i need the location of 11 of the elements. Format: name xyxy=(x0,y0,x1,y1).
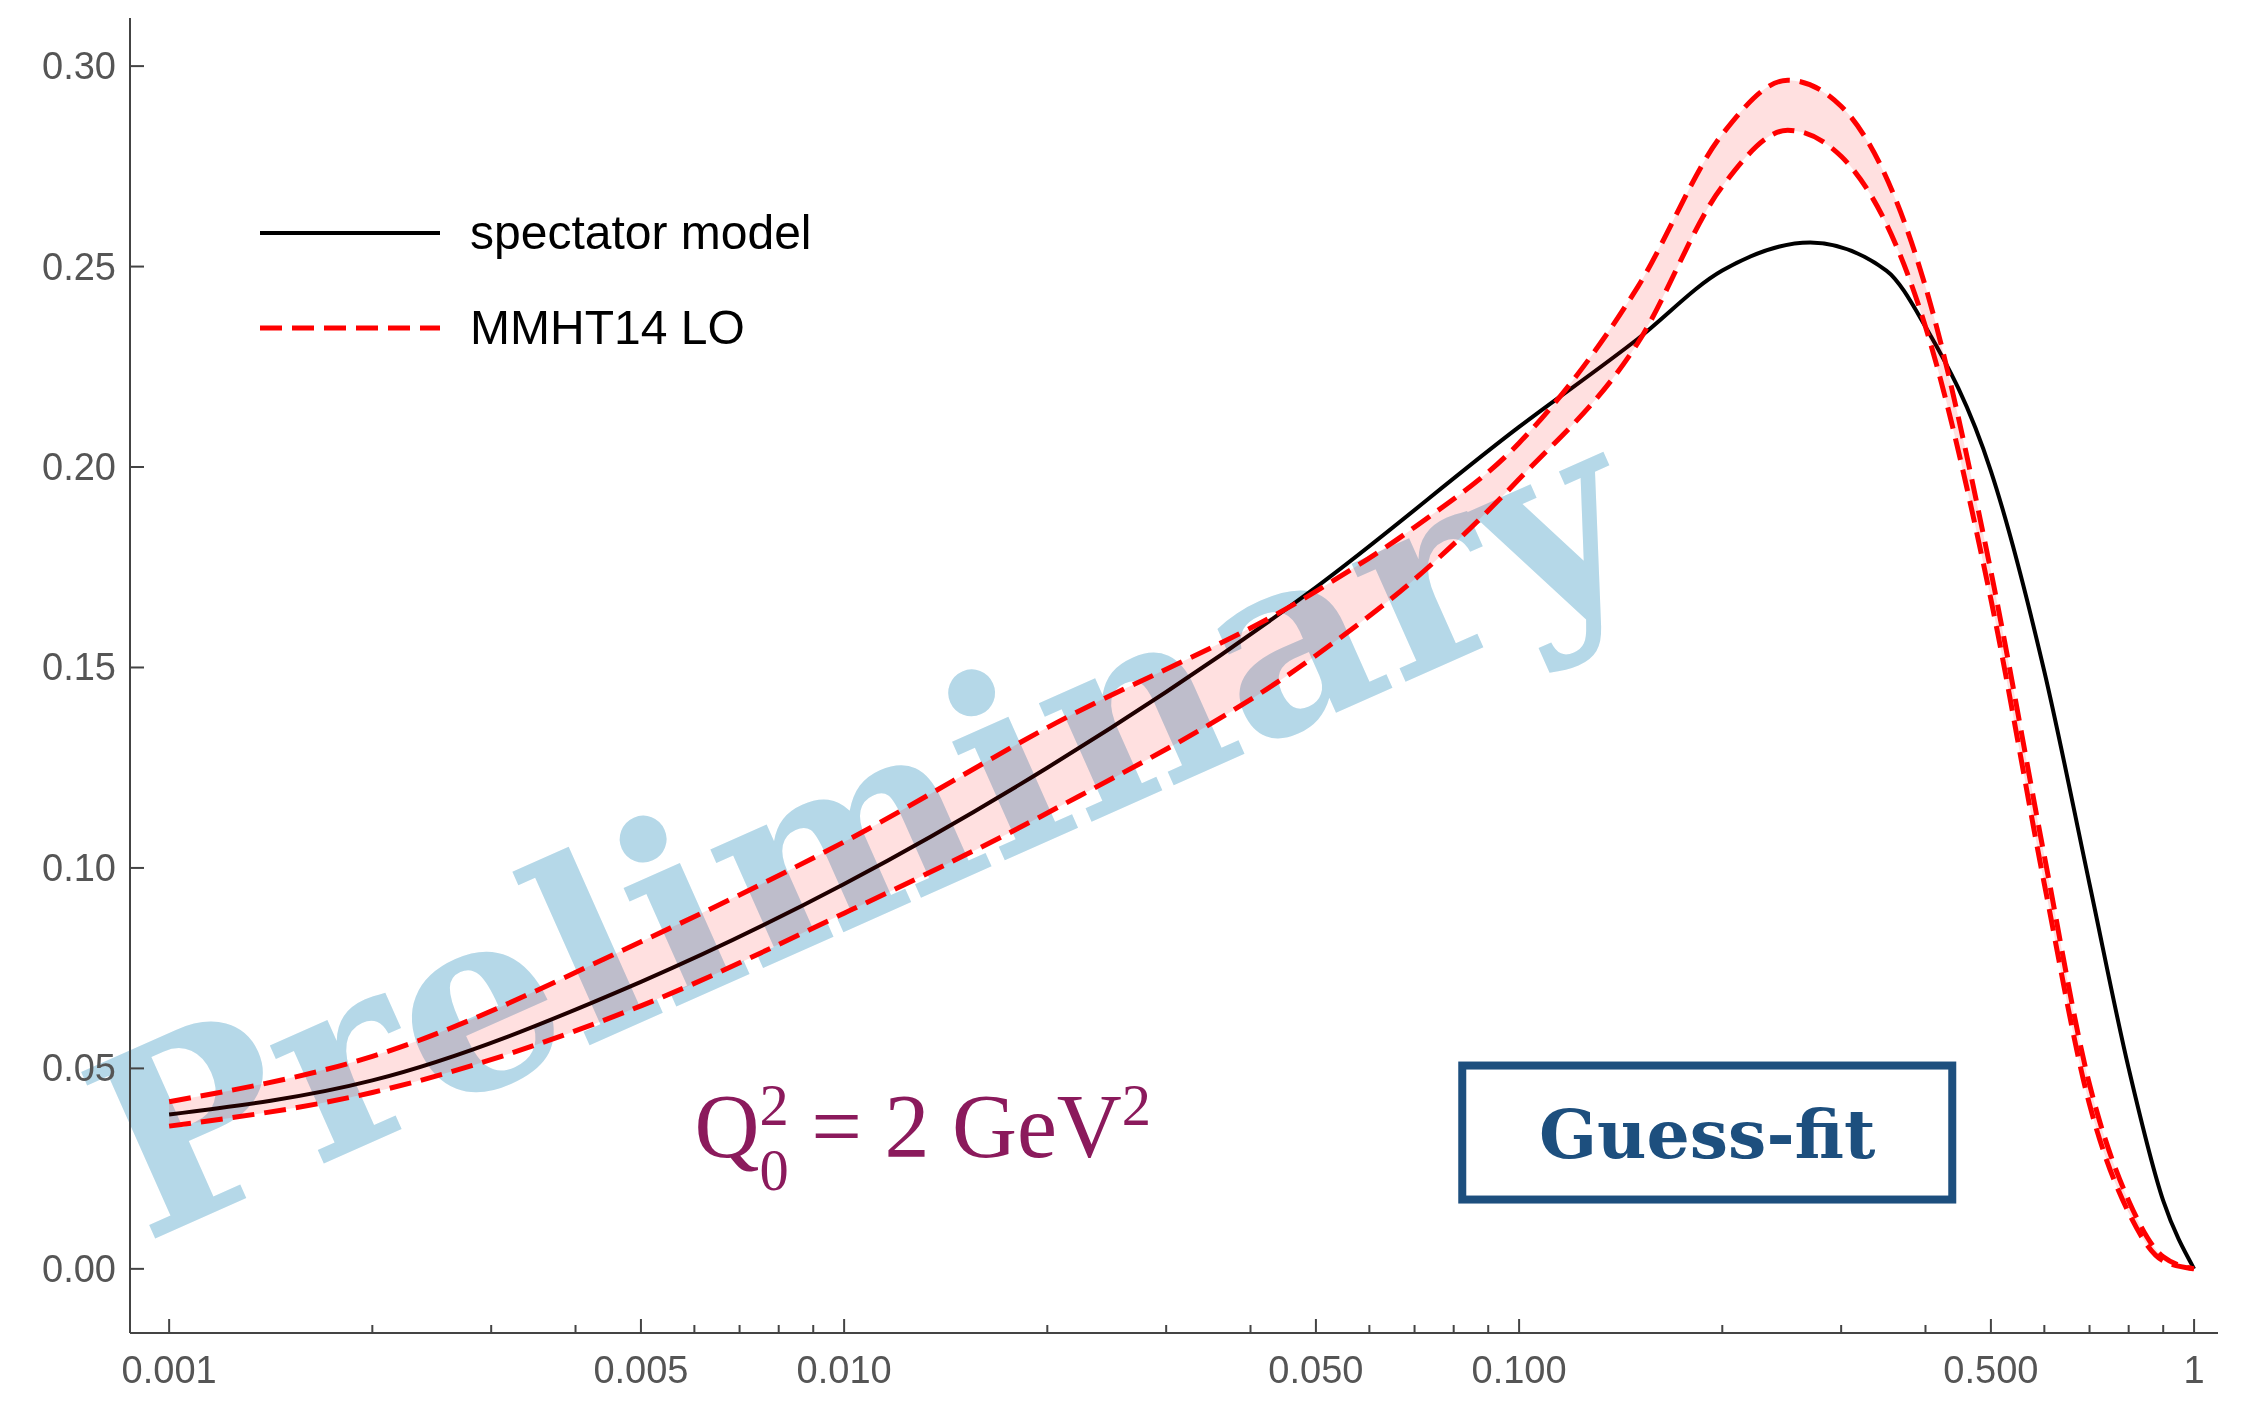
x-tick-label: 0.050 xyxy=(1268,1349,1364,1391)
y-tick-label: 0.25 xyxy=(42,245,116,288)
x-tick-label: 0.100 xyxy=(1471,1349,1567,1391)
x-tick-label: 0.005 xyxy=(593,1349,689,1391)
y-tick-label: 0.30 xyxy=(42,45,116,88)
legend-label: MMHT14 LO xyxy=(470,301,745,354)
x-tick-label: 0.001 xyxy=(121,1349,217,1391)
x-tick-label: 1 xyxy=(2183,1349,2205,1391)
x-tick-label: 0.500 xyxy=(1943,1349,2039,1391)
legend-label: spectator model xyxy=(470,206,812,259)
x-tick-label: 0.010 xyxy=(796,1349,892,1391)
